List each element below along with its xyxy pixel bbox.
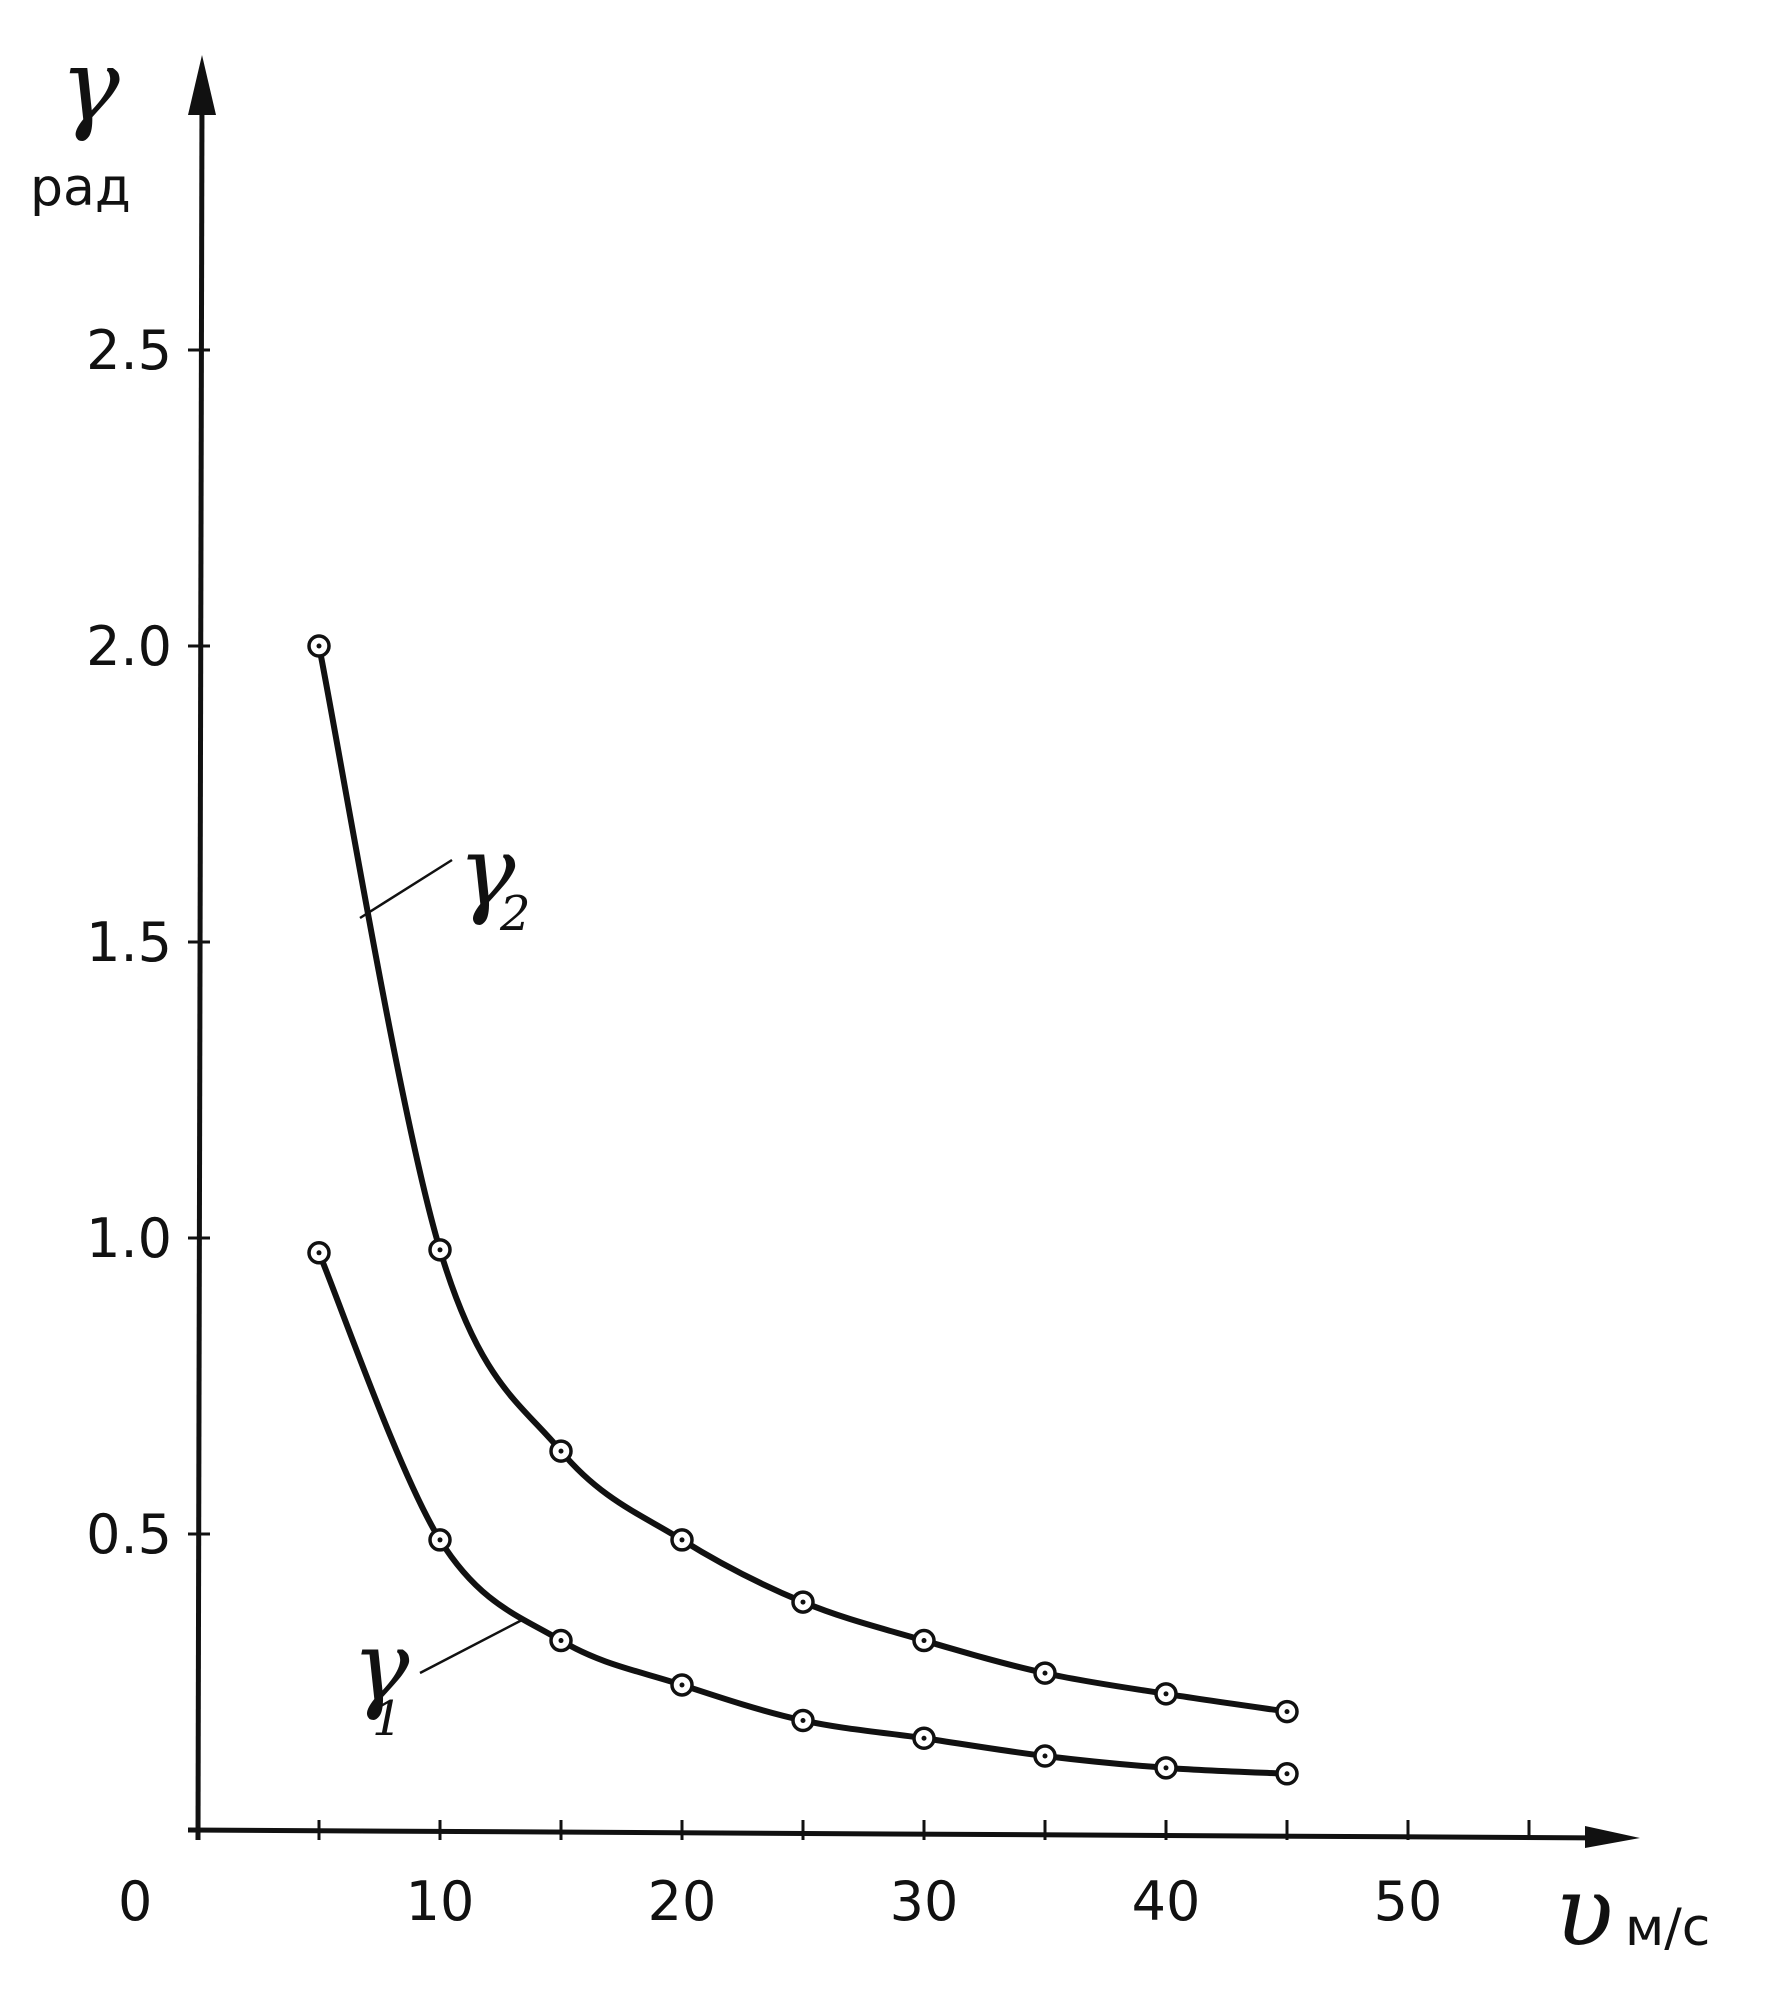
series-1-point-center [1042,1753,1048,1759]
x-axis-symbol: υ [1555,1856,1613,1968]
x-tick-label: 40 [1132,1870,1201,1933]
series-1-point-center [437,1537,443,1543]
y-tick-label: 0.5 [86,1503,172,1566]
x-axis-title: υ м/с [1555,1856,1710,1968]
y-axis-unit: рад [30,158,131,218]
x-tick-label: 30 [890,1870,959,1933]
x-tick-label: 50 [1374,1870,1443,1933]
series-2 [307,634,1299,1724]
y-ticks: 0.5 1.0 1.5 2.0 2.5 [86,319,210,1566]
x-ticks: 10 20 30 40 50 [317,1820,1531,1933]
series-2-point-center [1163,1691,1169,1697]
y-axis-arrow [188,55,216,115]
x-axis-arrow [1585,1826,1640,1848]
series-1-point-center [800,1717,806,1723]
axes [187,55,1640,1848]
series-2-point-center [316,643,322,649]
x-tick-label: 10 [406,1870,475,1933]
series-1-point-center [679,1682,685,1688]
series-2-point-center [1042,1670,1048,1676]
series-labels: γ 2 γ 1 [352,816,531,1747]
x-axis [187,1827,1611,1841]
series-1-point-center [1163,1765,1169,1771]
series-1 [307,1241,1299,1786]
series-2-point-center [558,1448,564,1454]
series-1-point-center [558,1638,564,1644]
series [307,634,1299,1786]
series-1-point-center [316,1250,322,1256]
series-2-point-center [921,1638,927,1644]
series-1-point-center [921,1735,927,1741]
x-tick-label: 20 [648,1870,717,1933]
series-2-point-center [800,1599,806,1605]
series-1-point-center [1284,1771,1290,1777]
series-1-label-subscript: 1 [372,1691,403,1747]
origin-label: 0 [118,1870,152,1933]
series-2-point-center [437,1247,443,1253]
series-1-line [316,1249,1290,1777]
x-axis-unit: м/с [1625,1898,1710,1958]
series-2-label-subscript: 2 [499,886,531,942]
series-2-point-center [679,1537,685,1543]
series-2-leader-line [359,858,453,920]
y-tick-label: 1.5 [86,911,172,974]
y-tick-label: 2.5 [86,319,172,382]
y-tick-label: 1.0 [86,1207,172,1270]
y-tick-label: 2.0 [86,615,172,678]
series-2-point-center [1284,1709,1290,1715]
y-axis-symbol: γ [60,27,120,144]
series-1-leader-line [419,1618,523,1675]
series-2-line [316,643,1290,1715]
y-axis [195,94,205,1841]
series-1-label: γ [352,1611,410,1723]
series-2-label: γ [458,816,516,928]
y-axis-title: γ рад [30,27,131,218]
